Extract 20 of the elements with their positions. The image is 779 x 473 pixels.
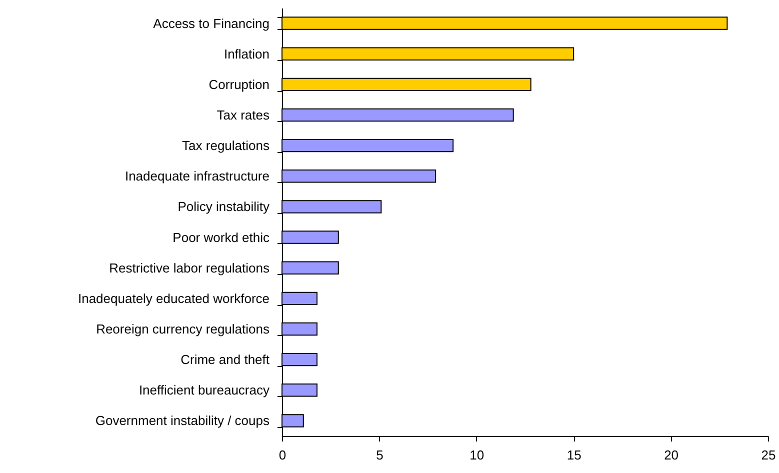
x-tick-label: 0 (278, 448, 286, 462)
y-tick-label: Crime and theft (180, 352, 270, 368)
x-tick-label: 25 (761, 448, 776, 462)
x-tick-label: 20 (664, 448, 679, 462)
y-tick-label: Policy instability (178, 199, 270, 214)
x-tick-label: 15 (566, 448, 582, 462)
y-tick-label: Inefficient bureaucracy (138, 382, 270, 398)
y-tick-label: Tax rates (216, 108, 270, 122)
y-tick-label: Inadequately educated workforce (78, 290, 270, 306)
y-tick-label: Restrictive labor regulations (109, 260, 270, 276)
y-tick-label: Corruption (208, 76, 270, 92)
x-tick-label: 5 (376, 448, 384, 462)
y-tick-label: Tax regulations (182, 138, 270, 154)
y-tick-label: Government instability / coups (95, 413, 270, 428)
y-tick-label: Access to Financing (153, 16, 270, 31)
y-tick-label: Reoreign currency regulations (96, 322, 270, 336)
y-tick-label: Inflation (224, 46, 270, 62)
y-tick-label: Poor workd ethic (172, 230, 270, 245)
x-tick-label: 10 (470, 448, 484, 462)
y-tick-label: Inadequate infrastructure (124, 168, 270, 184)
